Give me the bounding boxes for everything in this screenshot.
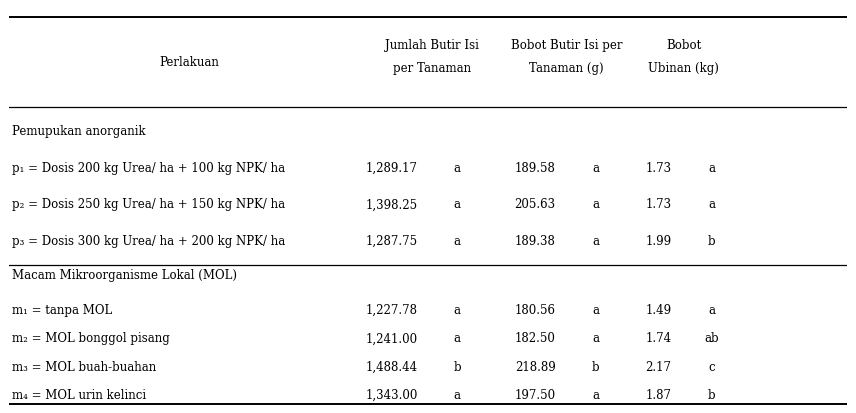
Text: a: a [454,303,461,316]
Text: a: a [454,388,461,401]
Text: m₂ = MOL bonggol pisang: m₂ = MOL bonggol pisang [12,332,169,344]
Text: a: a [454,161,461,175]
Text: a: a [708,198,715,211]
Text: Ubinan (kg): Ubinan (kg) [649,62,719,74]
Text: 1,488.44: 1,488.44 [366,360,418,373]
Text: b: b [592,360,599,373]
Text: m₃ = MOL buah-buahan: m₃ = MOL buah-buahan [12,360,156,373]
Text: Perlakuan: Perlakuan [159,56,219,69]
Text: 1.73: 1.73 [645,161,671,175]
Text: 197.50: 197.50 [514,388,556,401]
Text: Macam Mikroorganisme Lokal (MOL): Macam Mikroorganisme Lokal (MOL) [12,269,237,282]
Text: a: a [592,332,599,344]
Text: b: b [708,388,716,401]
Text: m₁ = tanpa MOL: m₁ = tanpa MOL [12,303,112,316]
Text: 1,343.00: 1,343.00 [366,388,418,401]
Text: 1,241.00: 1,241.00 [366,332,418,344]
Text: 1,289.17: 1,289.17 [366,161,418,175]
Text: 180.56: 180.56 [514,303,556,316]
Text: Bobot: Bobot [666,39,701,52]
Text: Tanaman (g): Tanaman (g) [529,62,603,74]
Text: a: a [454,332,461,344]
Text: a: a [592,303,599,316]
Text: Bobot Butir Isi per: Bobot Butir Isi per [511,39,622,52]
Text: 189.58: 189.58 [514,161,556,175]
Text: p₁ = Dosis 200 kg Urea/ ha + 100 kg NPK/ ha: p₁ = Dosis 200 kg Urea/ ha + 100 kg NPK/… [12,161,285,175]
Text: 1.49: 1.49 [645,303,671,316]
Text: a: a [454,235,461,247]
Text: a: a [592,198,599,211]
Text: p₃ = Dosis 300 kg Urea/ ha + 200 kg NPK/ ha: p₃ = Dosis 300 kg Urea/ ha + 200 kg NPK/… [12,235,285,247]
Text: 1,227.78: 1,227.78 [366,303,418,316]
Text: b: b [708,235,716,247]
Text: 182.50: 182.50 [514,332,556,344]
Text: 218.89: 218.89 [514,360,556,373]
Text: b: b [454,360,461,373]
Text: 1,398.25: 1,398.25 [366,198,418,211]
Text: 1,287.75: 1,287.75 [366,235,418,247]
Text: ab: ab [704,332,719,344]
Text: a: a [454,198,461,211]
Text: 189.38: 189.38 [514,235,556,247]
Text: a: a [708,303,715,316]
Text: Jumlah Butir Isi: Jumlah Butir Isi [385,39,479,52]
Text: 1.74: 1.74 [645,332,671,344]
Text: a: a [592,388,599,401]
Text: a: a [708,161,715,175]
Text: Pemupukan anorganik: Pemupukan anorganik [12,125,146,138]
Text: a: a [592,161,599,175]
Text: m₄ = MOL urin kelinci: m₄ = MOL urin kelinci [12,388,146,401]
Text: p₂ = Dosis 250 kg Urea/ ha + 150 kg NPK/ ha: p₂ = Dosis 250 kg Urea/ ha + 150 kg NPK/… [12,198,285,211]
Text: 1.87: 1.87 [645,388,671,401]
Text: a: a [592,235,599,247]
Text: 205.63: 205.63 [514,198,556,211]
Text: per Tanaman: per Tanaman [393,62,472,74]
Text: 1.99: 1.99 [645,235,671,247]
Text: 1.73: 1.73 [645,198,671,211]
Text: 2.17: 2.17 [645,360,671,373]
Text: c: c [708,360,715,373]
